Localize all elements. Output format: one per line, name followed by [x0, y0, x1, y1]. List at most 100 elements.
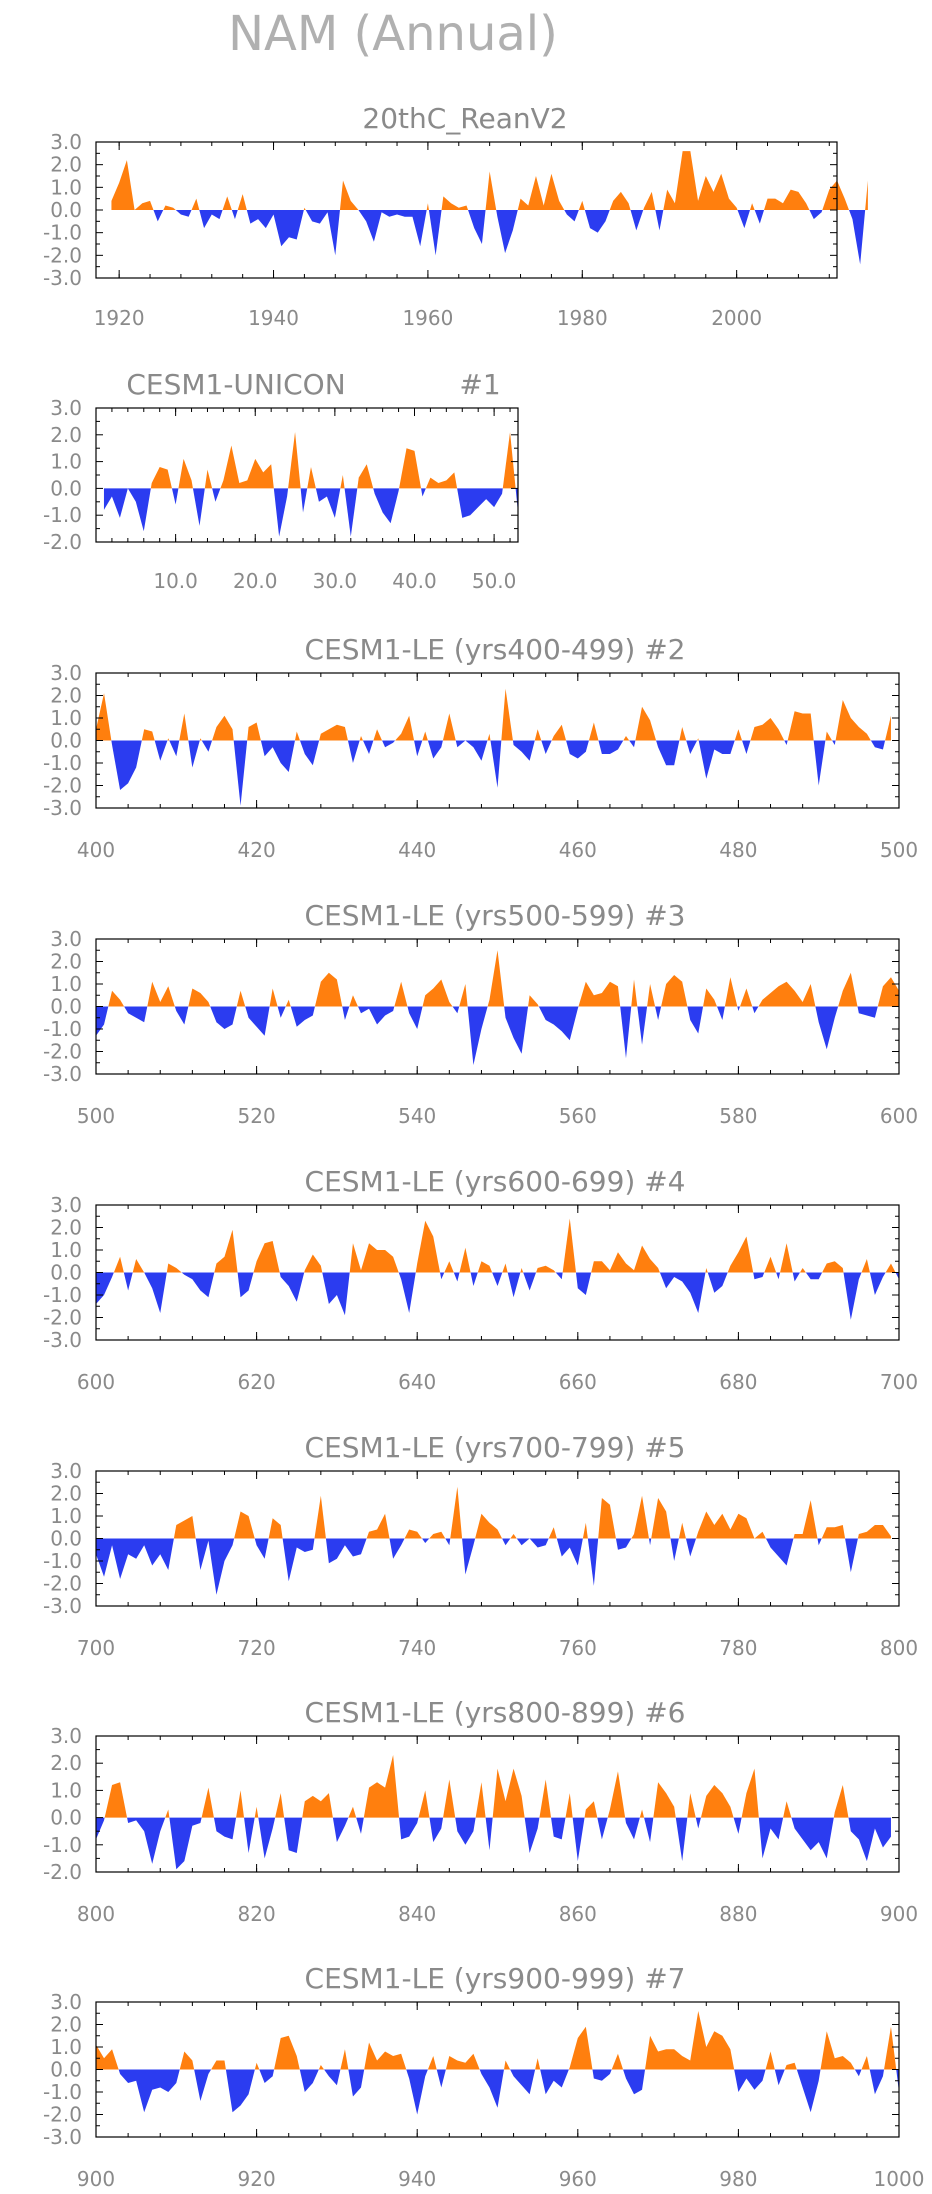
positive-area-3 [254, 2062, 260, 2070]
negative-area-1 [123, 1272, 133, 1291]
x-tick-label: 740 [398, 1636, 436, 1660]
positive-area-5 [404, 1529, 423, 1539]
negative-area-13 [523, 1272, 537, 1291]
positive-area-5 [303, 207, 306, 210]
negative-area-17 [707, 1272, 728, 1293]
negative-area-12 [507, 1272, 521, 1298]
negative-area-3 [199, 210, 223, 229]
positive-area-6 [302, 1793, 333, 1818]
positive-area-21 [741, 1768, 759, 1818]
positive-area-19 [687, 1793, 696, 1818]
negative-area-7 [445, 1538, 451, 1546]
negative-area-10 [382, 740, 396, 748]
panel-tag: #1 [459, 368, 500, 401]
positive-area-6 [339, 180, 359, 210]
y-tick-label: 0.0 [50, 476, 82, 500]
negative-area-6 [422, 1538, 430, 1543]
negative-area-7 [344, 488, 358, 537]
positive-area-20 [623, 736, 630, 741]
positive-area-7 [450, 1486, 463, 1539]
positive-area-28 [835, 700, 871, 741]
positive-area-0 [96, 2044, 119, 2070]
negative-area-6 [322, 1272, 350, 1316]
negative-area-6 [260, 740, 295, 772]
y-tick-label: -2.0 [43, 774, 82, 798]
positive-area-13 [598, 1498, 616, 1539]
y-tick-label: 0.0 [50, 1806, 82, 1830]
negative-area-6 [348, 2069, 365, 2097]
positive-area-1 [141, 729, 155, 741]
negative-area-3 [213, 1817, 237, 1840]
positive-area-0 [96, 693, 112, 741]
positive-area-12 [528, 995, 539, 1007]
negative-area-1 [124, 1006, 148, 1023]
positive-area-4 [366, 1513, 390, 1539]
positive-area-16 [661, 975, 688, 1007]
positive-area-17 [822, 180, 850, 210]
x-tick-label: 30.0 [313, 569, 358, 593]
negative-area-0 [96, 1817, 105, 1840]
negative-area-7 [406, 2069, 428, 2115]
negative-area-14 [620, 1006, 632, 1059]
positive-area-9 [422, 979, 453, 1007]
negative-area-1 [195, 1538, 235, 1595]
positive-area-13 [643, 191, 656, 210]
positive-area-10 [443, 1779, 456, 1818]
y-tick-label: 3.0 [50, 130, 82, 154]
positive-area-5 [275, 1793, 285, 1818]
negative-area-10 [452, 1006, 460, 1014]
x-tick-label: 820 [238, 1902, 276, 1926]
y-tick-label: -2.0 [43, 243, 82, 267]
positive-area-13 [611, 2053, 624, 2070]
positive-area-14 [562, 1218, 576, 1273]
positive-area-15 [591, 1245, 660, 1273]
positive-area-15 [584, 1801, 598, 1818]
y-tick-label: -1.0 [43, 221, 82, 245]
negative-area-3 [212, 488, 221, 502]
negative-area-2 [225, 2069, 255, 2113]
positive-area-22 [679, 727, 687, 741]
x-tick-label: 10.0 [153, 569, 198, 593]
negative-area-24 [895, 1272, 899, 1280]
positive-area-11 [578, 200, 585, 210]
positive-area-4 [269, 988, 278, 1007]
negative-area-2 [144, 1272, 167, 1313]
positive-area-11 [487, 950, 505, 1007]
x-tick-label: 940 [398, 2167, 436, 2191]
negative-area-16 [541, 740, 552, 754]
y-tick-label: 1.0 [50, 1238, 82, 1262]
positive-area-1 [179, 2051, 195, 2070]
y-tick-label: -2.0 [43, 2103, 82, 2127]
negative-area-2 [254, 1538, 269, 1559]
positive-area-0 [104, 1782, 128, 1818]
positive-area-4 [220, 445, 274, 489]
x-tick-label: 680 [719, 1370, 757, 1394]
positive-area-1 [150, 466, 172, 489]
negative-area-21 [733, 1817, 742, 1834]
x-tick-label: 440 [398, 838, 436, 862]
y-tick-label: 2.0 [50, 1482, 82, 1506]
negative-area-16 [796, 2069, 821, 2113]
negative-area-20 [845, 1538, 858, 1573]
x-tick-label: 700 [880, 1370, 918, 1394]
positive-area-5 [285, 999, 291, 1007]
x-tick-label: 580 [719, 1104, 757, 1128]
x-tick-label: 900 [880, 1902, 918, 1926]
panel-title: CESM1-UNICON [126, 368, 345, 401]
negative-area-12 [504, 1006, 529, 1054]
x-tick-label: 540 [398, 1104, 436, 1128]
positive-area-16 [705, 1268, 708, 1273]
negative-area-9 [502, 1538, 511, 1546]
positive-area-17 [703, 988, 717, 1007]
positive-area-3 [204, 469, 213, 489]
positive-area-10 [517, 173, 565, 210]
positive-area-22 [783, 1801, 792, 1818]
x-tick-label: 500 [880, 838, 918, 862]
positive-area-7 [340, 475, 345, 489]
positive-area-7 [349, 995, 358, 1007]
negative-area-0 [96, 1272, 114, 1304]
negative-area-16 [685, 1538, 697, 1557]
positive-area-11 [475, 1782, 486, 1818]
positive-area-0 [108, 990, 125, 1007]
